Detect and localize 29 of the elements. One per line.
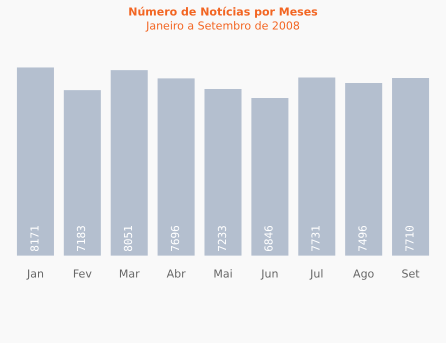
data-label: 7731: [310, 225, 323, 252]
x-tick-label: Mai: [213, 267, 233, 280]
bar: [16, 67, 54, 256]
bar: [392, 78, 430, 256]
chart-title: Número de Notícias por Meses: [128, 5, 318, 18]
x-tick-label: Mar: [118, 267, 140, 280]
x-tick-label: Jun: [260, 267, 279, 280]
bar: [64, 90, 101, 256]
bar: [204, 89, 242, 256]
data-label: 8051: [122, 225, 136, 252]
bar: [158, 78, 195, 256]
x-tick-label: Jan: [26, 267, 44, 280]
data-label: 7183: [75, 225, 88, 252]
data-label: 8171: [28, 225, 42, 252]
data-label: 7496: [356, 225, 370, 252]
x-tick-label: Jul: [309, 267, 324, 280]
bar: [251, 98, 288, 256]
x-tick-label: Fev: [72, 267, 92, 280]
chart-subtitle: Janeiro a Setembro de 2008: [145, 20, 300, 33]
data-label: 6846: [262, 225, 276, 252]
bar: [110, 70, 148, 256]
data-label: 7233: [216, 225, 229, 252]
data-label: 7696: [168, 225, 182, 252]
data-label: 7710: [403, 225, 416, 252]
bar: [298, 78, 336, 256]
x-tick-label: Abr: [166, 267, 186, 280]
x-tick-label: Ago: [353, 267, 375, 280]
x-tick-label: Set: [402, 267, 420, 280]
bar: [345, 82, 382, 256]
